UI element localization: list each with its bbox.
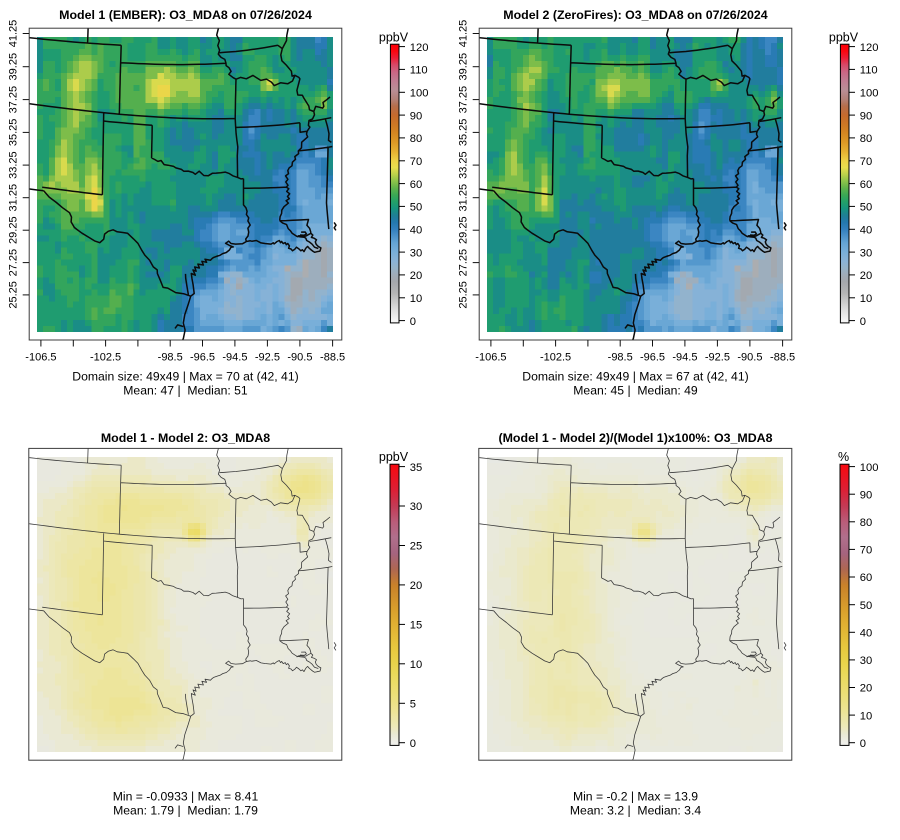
svg-text:60: 60 xyxy=(860,572,872,584)
svg-text:ppbV: ppbV xyxy=(829,30,859,44)
svg-text:100: 100 xyxy=(860,88,879,100)
svg-text:37.25: 37.25 xyxy=(458,86,470,114)
svg-text:50: 50 xyxy=(860,600,872,612)
svg-text:120: 120 xyxy=(860,42,879,54)
svg-text:(Model 1 - Model 2)/(Model 1)x: (Model 1 - Model 2)/(Model 1)x100%: O3_M… xyxy=(498,431,772,445)
svg-text:35.25: 35.25 xyxy=(8,119,20,147)
svg-text:-102.5: -102.5 xyxy=(540,352,571,364)
svg-text:50: 50 xyxy=(410,202,422,214)
svg-text:30: 30 xyxy=(410,247,422,259)
svg-text:Model 1 (EMBER): O3_MDA8 on 07: Model 1 (EMBER): O3_MDA8 on 07/26/2024 xyxy=(59,8,312,22)
svg-text:31.25: 31.25 xyxy=(458,184,470,212)
svg-text:37.25: 37.25 xyxy=(8,86,20,114)
svg-text:50: 50 xyxy=(860,202,872,214)
svg-text:%: % xyxy=(838,450,849,464)
svg-text:70: 70 xyxy=(410,156,422,168)
svg-text:35.25: 35.25 xyxy=(458,119,470,147)
svg-text:120: 120 xyxy=(410,42,429,54)
svg-text:-94.5: -94.5 xyxy=(222,352,247,364)
svg-text:0: 0 xyxy=(410,738,416,750)
svg-text:-88.5: -88.5 xyxy=(320,352,345,364)
svg-text:41.25: 41.25 xyxy=(8,20,20,48)
svg-text:25: 25 xyxy=(410,541,422,553)
svg-text:90: 90 xyxy=(860,110,872,122)
svg-text:Mean: 3.2 | Median: 3.4: Mean: 3.2 | Median: 3.4 xyxy=(570,804,701,818)
svg-text:Min = -0.2 | Max = 13.9: Min = -0.2 | Max = 13.9 xyxy=(573,789,698,803)
svg-text:10: 10 xyxy=(860,293,872,305)
svg-text:ppbV: ppbV xyxy=(379,30,409,44)
svg-text:-88.5: -88.5 xyxy=(770,352,795,364)
svg-text:-92.5: -92.5 xyxy=(705,352,730,364)
svg-text:20: 20 xyxy=(410,580,422,592)
svg-text:29.25: 29.25 xyxy=(458,216,470,244)
svg-text:60: 60 xyxy=(860,179,872,191)
svg-text:60: 60 xyxy=(410,179,422,191)
svg-text:Model 1 - Model 2: O3_MDA8: Model 1 - Model 2: O3_MDA8 xyxy=(101,431,270,445)
svg-text:Domain size: 49x49 | Max = 70: Domain size: 49x49 | Max = 70 at (42, 41… xyxy=(72,369,298,383)
svg-text:-92.5: -92.5 xyxy=(255,352,280,364)
svg-text:Mean: 1.79 | Median: 1.79: Mean: 1.79 | Median: 1.79 xyxy=(113,804,258,818)
svg-text:-90.5: -90.5 xyxy=(287,352,312,364)
svg-text:20: 20 xyxy=(410,270,422,282)
svg-text:-98.5: -98.5 xyxy=(608,352,633,364)
svg-text:-94.5: -94.5 xyxy=(672,352,697,364)
svg-text:-90.5: -90.5 xyxy=(737,352,762,364)
svg-text:80: 80 xyxy=(860,517,872,529)
svg-text:0: 0 xyxy=(410,316,416,328)
svg-text:33.25: 33.25 xyxy=(458,151,470,179)
svg-text:10: 10 xyxy=(410,293,422,305)
svg-text:25.25: 25.25 xyxy=(458,281,470,309)
svg-text:-98.5: -98.5 xyxy=(158,352,183,364)
svg-text:Domain size: 49x49 | Max = 67: Domain size: 49x49 | Max = 67 at (42, 41… xyxy=(522,369,748,383)
svg-text:10: 10 xyxy=(860,710,872,722)
svg-text:39.25: 39.25 xyxy=(8,53,20,81)
svg-text:31.25: 31.25 xyxy=(8,184,20,212)
svg-text:90: 90 xyxy=(410,110,422,122)
svg-text:110: 110 xyxy=(410,65,428,77)
svg-text:90: 90 xyxy=(860,489,872,501)
svg-text:39.25: 39.25 xyxy=(458,53,470,81)
svg-text:Min = -0.0933 | Max = 8.41: Min = -0.0933 | Max = 8.41 xyxy=(113,789,259,803)
svg-text:0: 0 xyxy=(860,738,866,750)
svg-text:ppbV: ppbV xyxy=(379,450,409,464)
svg-text:Model 2 (ZeroFires): O3_MDA8 o: Model 2 (ZeroFires): O3_MDA8 on 07/26/20… xyxy=(503,8,768,22)
svg-text:30: 30 xyxy=(860,655,872,667)
svg-text:-96.5: -96.5 xyxy=(640,352,665,364)
svg-text:41.25: 41.25 xyxy=(458,20,470,48)
svg-text:29.25: 29.25 xyxy=(8,216,20,244)
svg-text:Mean: 47 | Median: 51: Mean: 47 | Median: 51 xyxy=(123,384,248,398)
svg-text:20: 20 xyxy=(860,683,872,695)
svg-text:40: 40 xyxy=(860,628,872,640)
svg-text:70: 70 xyxy=(860,545,872,557)
svg-text:25.25: 25.25 xyxy=(8,281,20,309)
svg-text:-106.5: -106.5 xyxy=(25,352,56,364)
svg-text:30: 30 xyxy=(410,501,422,513)
svg-text:100: 100 xyxy=(410,88,429,100)
svg-text:110: 110 xyxy=(860,65,878,77)
svg-text:-96.5: -96.5 xyxy=(190,352,215,364)
svg-text:20: 20 xyxy=(860,270,872,282)
svg-text:80: 80 xyxy=(860,133,872,145)
svg-text:15: 15 xyxy=(410,620,422,632)
svg-text:70: 70 xyxy=(860,156,872,168)
svg-text:100: 100 xyxy=(860,462,879,474)
svg-text:27.25: 27.25 xyxy=(458,249,470,277)
svg-text:27.25: 27.25 xyxy=(8,249,20,277)
svg-text:35: 35 xyxy=(410,462,422,474)
svg-text:0: 0 xyxy=(860,316,866,328)
svg-text:33.25: 33.25 xyxy=(8,151,20,179)
svg-text:-106.5: -106.5 xyxy=(475,352,506,364)
svg-text:Mean: 45 | Median: 49: Mean: 45 | Median: 49 xyxy=(573,384,698,398)
svg-text:40: 40 xyxy=(410,225,422,237)
svg-text:5: 5 xyxy=(410,699,416,711)
svg-text:80: 80 xyxy=(410,133,422,145)
svg-text:40: 40 xyxy=(860,225,872,237)
svg-text:-102.5: -102.5 xyxy=(90,352,121,364)
svg-text:30: 30 xyxy=(860,247,872,259)
svg-text:10: 10 xyxy=(410,659,422,671)
